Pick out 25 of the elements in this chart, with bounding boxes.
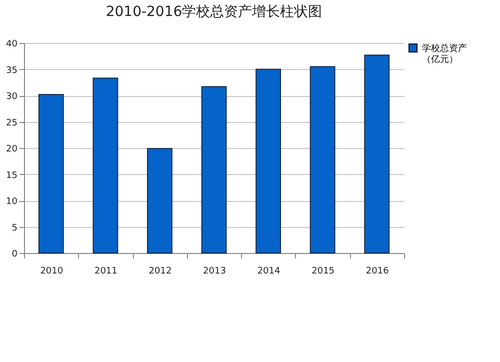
y-tick-label: 25	[6, 118, 18, 128]
x-tick-label: 2016	[366, 266, 390, 276]
bar	[147, 148, 172, 254]
y-tick-label: 10	[6, 197, 18, 207]
y-tick-label: 30	[6, 92, 18, 102]
legend-label: 学校总资产（亿元）	[422, 43, 467, 65]
y-tick-label: 5	[12, 223, 18, 234]
x-tick-label: 2010	[40, 266, 64, 276]
y-tick-label: 15	[6, 170, 18, 181]
x-tick-label: 2014	[257, 266, 281, 276]
x-tick-label: 2012	[148, 266, 172, 276]
y-tick-label: 0	[12, 250, 18, 260]
bar	[310, 66, 336, 254]
bar	[256, 68, 281, 254]
y-tick-label: 20	[6, 144, 18, 154]
x-tick-label: 2013	[203, 266, 226, 276]
x-tick-label: 2015	[312, 266, 335, 276]
bar	[38, 94, 64, 254]
y-tick-label: 35	[6, 66, 18, 76]
y-tick-label: 40	[6, 40, 18, 50]
bar	[201, 86, 227, 254]
chart-title: 2010-2016学校总资产增长柱状图	[106, 4, 322, 20]
bar	[92, 78, 118, 254]
x-tick-label: 2011	[94, 266, 118, 276]
bar	[364, 54, 390, 254]
